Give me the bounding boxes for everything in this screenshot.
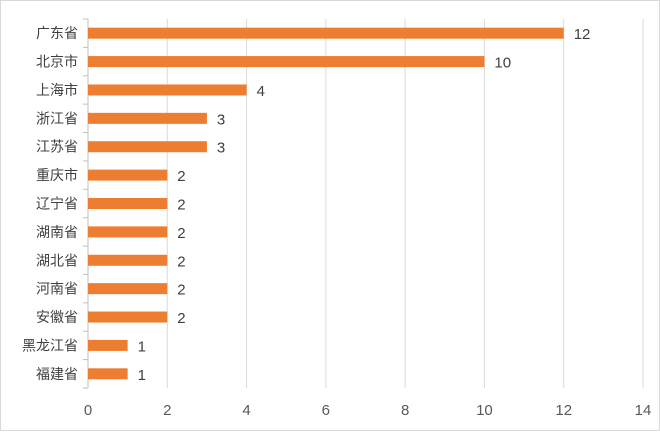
x-tick-label: 0 bbox=[84, 402, 92, 419]
category-label: 辽宁省 bbox=[36, 196, 78, 213]
category-label: 北京市 bbox=[36, 54, 78, 71]
bar bbox=[88, 368, 128, 380]
bar bbox=[88, 226, 168, 238]
category-label: 黑龙江省 bbox=[22, 338, 78, 354]
category-label: 重庆市 bbox=[36, 167, 78, 184]
bar bbox=[88, 254, 168, 266]
data-label: 12 bbox=[574, 26, 591, 43]
data-label: 2 bbox=[177, 168, 185, 185]
data-label: 2 bbox=[177, 253, 185, 270]
gridlines bbox=[83, 18, 644, 389]
bar bbox=[88, 198, 168, 209]
data-label: 1 bbox=[138, 367, 146, 384]
category-label: 浙江省 bbox=[36, 111, 78, 127]
category-label: 江苏省 bbox=[36, 140, 78, 156]
data-label: 2 bbox=[177, 282, 185, 299]
x-tick-label: 12 bbox=[555, 402, 572, 419]
data-label: 2 bbox=[177, 310, 185, 327]
data-label: 2 bbox=[177, 225, 185, 242]
bar bbox=[88, 169, 168, 181]
bar bbox=[88, 311, 168, 323]
data-label: 4 bbox=[257, 83, 265, 100]
bar bbox=[88, 141, 207, 153]
bar bbox=[88, 56, 485, 68]
bar bbox=[88, 84, 247, 96]
category-label: 福建省 bbox=[36, 367, 78, 383]
bar bbox=[88, 339, 128, 351]
x-tick-label: 8 bbox=[401, 402, 409, 419]
data-label: 1 bbox=[138, 338, 146, 355]
bar bbox=[88, 112, 207, 124]
category-label: 湖北省 bbox=[36, 253, 78, 269]
x-tick-label: 2 bbox=[163, 402, 171, 419]
category-label: 广东省 bbox=[36, 26, 78, 42]
x-tick-label: 4 bbox=[242, 402, 250, 419]
category-label: 安徽省 bbox=[36, 310, 78, 326]
data-label: 3 bbox=[217, 140, 225, 157]
bar bbox=[88, 27, 564, 39]
bars bbox=[88, 27, 564, 380]
x-tick-label: 14 bbox=[635, 402, 652, 419]
data-label: 10 bbox=[494, 55, 511, 72]
x-tick-label: 10 bbox=[476, 402, 493, 419]
category-label: 上海市 bbox=[36, 82, 78, 99]
x-tick-label: 6 bbox=[322, 402, 330, 419]
data-label: 3 bbox=[217, 111, 225, 128]
category-label: 湖南省 bbox=[36, 225, 78, 241]
bar bbox=[88, 283, 168, 295]
data-label: 2 bbox=[177, 197, 185, 214]
category-label: 河南省 bbox=[36, 282, 78, 298]
